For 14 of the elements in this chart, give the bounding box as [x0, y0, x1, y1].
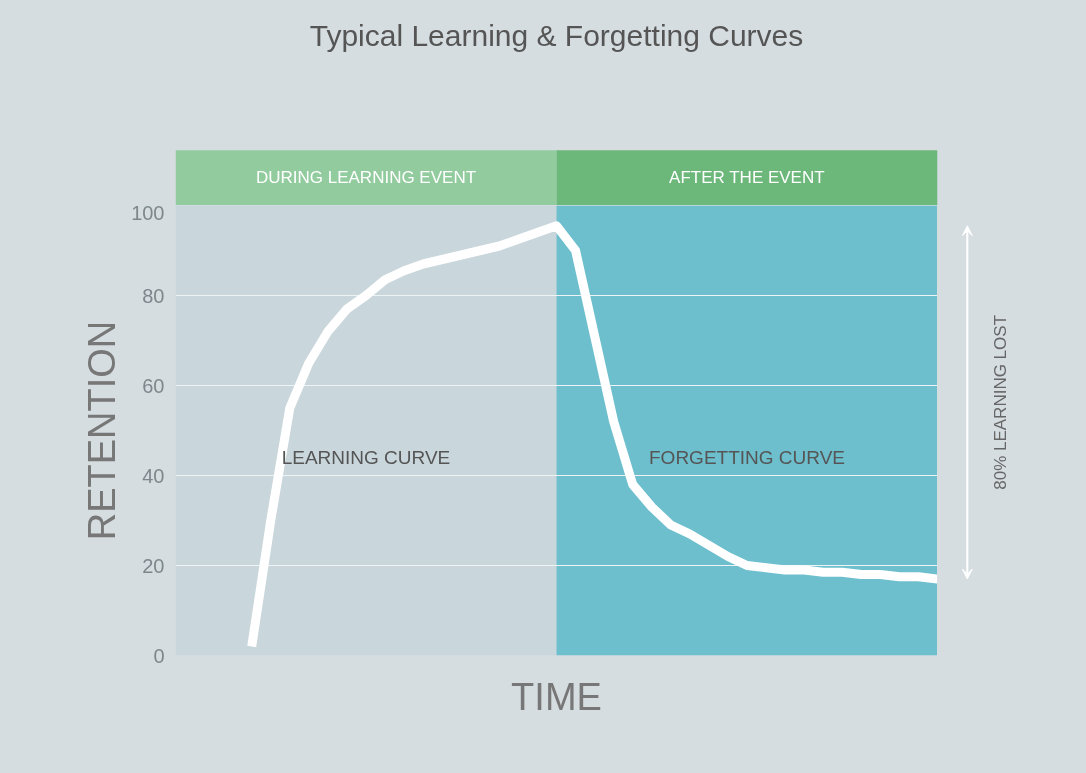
x-axis-title: TIME — [511, 675, 602, 718]
y-tick-label: 80 — [142, 284, 165, 307]
annotation: FORGETTING CURVE — [649, 447, 845, 468]
text: 80% LEARNING LOST — [990, 314, 1010, 490]
y-tick-label: 40 — [142, 464, 165, 487]
y-tick-label: 60 — [142, 374, 165, 397]
text: AFTER THE EVENT — [669, 168, 825, 188]
y-tick-label: 100 — [131, 201, 165, 224]
annotation: LEARNING CURVE — [281, 447, 451, 468]
y-axis-title: RETENTION — [81, 320, 124, 541]
chart-title: Typical Learning & Forgetting Curves — [309, 18, 804, 52]
y-tick-label: 20 — [142, 554, 165, 577]
y-tick-label: 0 — [153, 644, 165, 667]
text: DURING LEARNING EVENT — [255, 168, 477, 188]
